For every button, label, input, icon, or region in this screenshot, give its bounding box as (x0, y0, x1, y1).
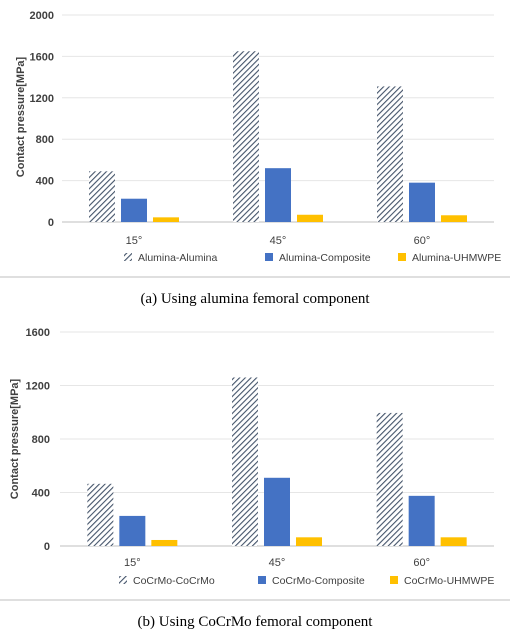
chart-alumina-category-label: 45° (270, 235, 287, 247)
chart-alumina-legend-label: Alumina-UHMWPE (412, 252, 501, 264)
chart-cocrmo-bar-cocrmo-uhmwpe-2 (440, 537, 467, 546)
chart-cocrmo-legend: CoCrMo-CoCrMo CoCrMo-Composite CoCrMo-UHMW… (119, 575, 494, 587)
chart-cocrmo-category-label: 45° (269, 557, 286, 569)
chart-cocrmo-legend-label: CoCrMo-CoCrMo (133, 575, 215, 587)
chart-alumina-y-tick-label: 2000 (30, 10, 54, 22)
chart-alumina-bar-alumina-alumina-2 (377, 86, 403, 222)
chart-alumina-y-tick-label: 800 (36, 134, 54, 146)
chart-cocrmo-y-tick-label: 0 (44, 541, 50, 553)
chart-alumina-category-label: 60° (414, 235, 431, 247)
chart-alumina-bar-alumina-composite-1 (265, 168, 291, 222)
caption-alumina: (a) Using alumina femoral component (140, 291, 370, 307)
chart-alumina-bar-alumina-uhmwpe-2 (441, 215, 467, 222)
chart-cocrmo-y-tick-label: 1600 (26, 327, 50, 339)
chart-alumina-legend-swatch (265, 253, 273, 261)
chart-cocrmo-category-label: 15° (124, 557, 141, 569)
chart-cocrmo-y-tick-label: 1200 (26, 381, 50, 393)
chart-cocrmo-legend-swatch (119, 576, 127, 584)
chart-cocrmo-legend-label: CoCrMo-Composite (272, 575, 365, 587)
chart-cocrmo-category-label: 60° (413, 557, 430, 569)
chart-cocrmo-bar-cocrmo-composite-0 (119, 515, 146, 546)
chart-alumina-y-tick-label: 400 (36, 176, 54, 188)
chart-cocrmo-bar-cocrmo-composite-2 (408, 495, 435, 546)
chart-cocrmo-bar-cocrmo-uhmwpe-1 (296, 537, 322, 546)
chart-cocrmo-y-ticks: 0 400 800 1200 1600 (26, 327, 50, 553)
chart-cocrmo-bar-cocrmo-composite-1 (264, 477, 290, 546)
chart-cocrmo-bar-cocrmo-uhmwpe-0 (151, 539, 178, 546)
chart-cocrmo-bar-cocrmo-cocrmo-0 (87, 483, 114, 546)
caption-cocrmo: (b) Using CoCrMo femoral component (138, 614, 374, 630)
chart-cocrmo-categories: 15° 45° 60° (124, 557, 430, 569)
chart-alumina-y-tick-label: 1600 (30, 51, 54, 63)
chart-alumina-categories: 15° 45° 60° (126, 235, 431, 247)
chart-alumina-bar-alumina-uhmwpe-0 (153, 217, 179, 222)
chart-alumina-legend-label: Alumina-Composite (279, 252, 371, 264)
chart-alumina-bar-alumina-uhmwpe-1 (297, 214, 323, 222)
chart-alumina: 0 400 800 1200 1600 2000 15° 45° 60° Contact pr… (15, 10, 501, 264)
chart-alumina-legend-swatch (398, 253, 406, 261)
chart-cocrmo-legend-swatch (258, 576, 266, 584)
chart-alumina-y-axis-title: Contact pressure[MPa] (15, 56, 27, 177)
chart-cocrmo-bar-cocrmo-cocrmo-2 (376, 412, 403, 546)
chart-cocrmo-bars (87, 377, 467, 546)
chart-cocrmo-legend-swatch (390, 576, 398, 584)
chart-cocrmo-y-axis-title: Contact pressure[MPa] (9, 378, 21, 499)
chart-cocrmo-y-tick-label: 800 (32, 434, 50, 446)
chart-alumina-legend-swatch (124, 253, 132, 261)
chart-cocrmo: 0 400 800 1200 1600 15° 45° 60° Contact pressu… (9, 327, 494, 587)
chart-alumina-bar-alumina-composite-2 (409, 182, 435, 222)
chart-alumina-bar-alumina-alumina-1 (233, 51, 259, 222)
chart-alumina-bar-alumina-alumina-0 (89, 171, 115, 222)
chart-alumina-bar-alumina-composite-0 (121, 198, 147, 222)
chart-cocrmo-bar-cocrmo-cocrmo-1 (232, 377, 258, 546)
chart-alumina-category-label: 15° (126, 235, 143, 247)
chart-alumina-bars (89, 51, 467, 222)
chart-alumina-y-ticks: 0 400 800 1200 1600 2000 (30, 10, 54, 229)
chart-cocrmo-y-tick-label: 400 (32, 488, 50, 500)
chart-cocrmo-legend-label: CoCrMo-UHMWPE (404, 575, 494, 587)
chart-alumina-legend-label: Alumina-Alumina (138, 252, 218, 264)
chart-alumina-y-tick-label: 0 (48, 217, 54, 229)
chart-alumina-y-tick-label: 1200 (30, 93, 54, 105)
chart-alumina-legend: Alumina-Alumina Alumina-Composite Alumina-… (124, 252, 501, 264)
